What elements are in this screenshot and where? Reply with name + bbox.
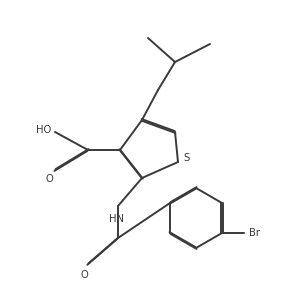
Text: HN: HN <box>108 214 124 224</box>
Text: O: O <box>45 174 53 184</box>
Text: S: S <box>184 153 190 163</box>
Text: Br: Br <box>249 228 260 238</box>
Text: O: O <box>80 270 88 280</box>
Text: HO: HO <box>36 125 51 135</box>
